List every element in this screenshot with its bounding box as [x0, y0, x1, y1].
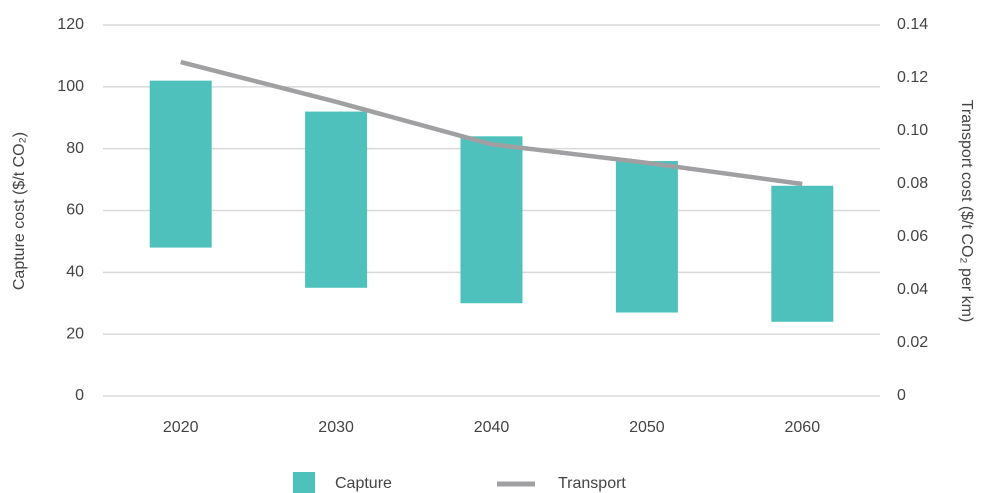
bar — [305, 111, 368, 288]
y2-tick-label: 0.08 — [897, 175, 928, 192]
x-tick-label: 2030 — [318, 419, 354, 436]
bar — [771, 185, 834, 322]
x-tick-label: 2050 — [629, 419, 665, 436]
bar — [149, 80, 212, 248]
x-tick-label: 2060 — [785, 419, 821, 436]
y2-axis-label: Transport cost ($/t CO₂ per km) — [958, 100, 975, 323]
bar — [460, 136, 523, 304]
y2-tick-label: 0.02 — [897, 334, 928, 351]
legend-label: Transport — [558, 475, 626, 492]
line — [180, 59, 803, 187]
x-tick-label: 2020 — [163, 419, 199, 436]
y2-tick-label: 0.06 — [897, 228, 928, 245]
y-tick-label: 60 — [66, 202, 84, 219]
y-tick-label: 40 — [66, 264, 84, 281]
y2-tick-label: 0.04 — [897, 281, 928, 298]
y-tick-label: 20 — [66, 325, 84, 342]
y-tick-label: 80 — [66, 140, 84, 157]
y-tick-label: 120 — [57, 16, 84, 33]
y2-tick-label: 0.10 — [897, 122, 928, 139]
y-axis-label: Capture cost ($/t CO₂) — [11, 132, 28, 290]
y-tick-label: 0 — [75, 387, 84, 404]
x-tick-label: 2040 — [474, 419, 510, 436]
y-tick-label: 100 — [57, 78, 84, 95]
legend-label: Capture — [335, 475, 392, 492]
y2-tick-label: 0 — [897, 387, 906, 404]
legend-swatch — [293, 472, 315, 493]
y2-tick-label: 0.14 — [897, 16, 928, 33]
y2-tick-label: 0.12 — [897, 69, 928, 86]
bar — [615, 161, 678, 313]
